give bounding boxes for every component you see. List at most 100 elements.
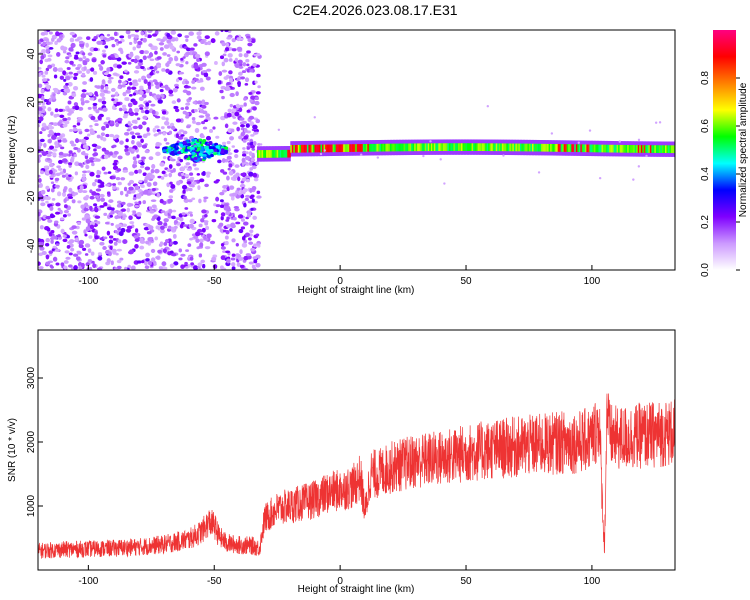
spectrogram-cell: [211, 218, 217, 223]
spectrogram-cell: [151, 109, 156, 115]
spectrogram-cell: [74, 105, 80, 111]
spectrogram-cell: [249, 229, 254, 234]
spectrogram-cell: [39, 116, 44, 122]
spectrogram-cell: [255, 161, 259, 166]
spectrogram-cell: [203, 235, 207, 240]
spectrogram-cell: [236, 126, 240, 132]
spectrogram-cell: [191, 86, 197, 90]
spectrogram-cell: [85, 218, 91, 224]
spectrogram-cell: [247, 200, 253, 204]
spectrogram-cell: [273, 149, 276, 158]
spectrogram-cell: [586, 144, 589, 153]
spectrogram-cell: [305, 144, 308, 153]
spectrogram-cell: [155, 84, 160, 90]
spectrogram-cell: [225, 219, 230, 222]
spectrogram-cell: [194, 53, 201, 58]
spectrogram-cell: [228, 78, 234, 83]
spectrogram-cell: [420, 143, 423, 152]
spectrogram-cell: [663, 145, 666, 154]
spectrogram-cell: [120, 177, 126, 181]
spectrogram-cell: [189, 256, 194, 261]
spectrogram-cell: [227, 167, 231, 171]
spectrogram-cell: [191, 151, 196, 155]
spectrogram-cell: [133, 164, 138, 168]
spectrogram-cell: [113, 159, 119, 163]
spectrogram-cell: [112, 183, 117, 186]
spectrogram-cell: [645, 145, 648, 153]
spectrogram-cell: [544, 143, 547, 152]
spectrogram-cell: [147, 100, 152, 104]
spectrogram-cell: [133, 160, 138, 166]
spectrogram-cell: [180, 253, 186, 257]
spectrogram-cell: [38, 106, 43, 111]
spectrogram-cell: [132, 125, 139, 130]
spectrogram-cell: [99, 35, 105, 41]
snr-series-line: [38, 393, 675, 559]
spectrogram-cell: [639, 145, 642, 153]
spectrogram-cell: [114, 215, 119, 220]
spectrogram-cell: [648, 145, 651, 153]
spectrogram-cell: [174, 147, 179, 151]
spectrogram-cell: [130, 265, 136, 270]
spectrogram-cell: [109, 151, 113, 156]
spectrogram-cell: [250, 144, 256, 149]
spectrogram-cell: [52, 67, 58, 72]
spectrogram-cell: [38, 110, 42, 115]
spectrogram-cell: [500, 143, 503, 152]
spectrogram-cell: [38, 66, 42, 70]
spectrogram-cell: [246, 109, 251, 113]
spectrogram-cell: [67, 100, 72, 105]
spectrogram-cell: [163, 222, 168, 227]
spectrogram-cell: [313, 116, 316, 119]
spectrogram-cell: [89, 157, 95, 161]
spectrogram-cell: [426, 143, 429, 152]
spectrogram-cell: [125, 138, 129, 143]
spectrogram-cell: [221, 189, 227, 193]
spectrogram-cell: [224, 146, 229, 150]
spectrogram-cell: [59, 135, 63, 140]
spectrogram-cell: [212, 148, 217, 152]
spectrogram-cell: [158, 42, 165, 46]
spectrogram-cell: [238, 192, 242, 196]
spectrogram-cell: [227, 108, 233, 113]
spectrogram-cell: [125, 151, 131, 156]
spectrogram-cell: [134, 185, 140, 191]
spectrogram-cell: [240, 193, 245, 199]
spectrogram-cell: [515, 143, 518, 152]
spectrogram-cell: [59, 67, 63, 73]
spectrogram-cell: [173, 105, 179, 109]
spectrogram-cell: [243, 255, 249, 261]
spectrogram-cell: [220, 246, 226, 250]
spectrogram-cell: [195, 74, 200, 78]
spectrogram-cell: [184, 154, 189, 159]
spectrogram-cell: [178, 77, 183, 81]
spectrogram-cell: [117, 211, 123, 217]
spectrogram-cell: [62, 91, 68, 96]
spectrogram-cell: [99, 205, 105, 208]
spectrogram-cell: [48, 124, 53, 127]
spectrogram-cell: [197, 185, 201, 190]
spectrogram-cell: [38, 193, 43, 198]
spectrogram-cell: [625, 145, 628, 153]
spectrogram-cell: [424, 143, 427, 152]
spectrogram-cell: [134, 34, 139, 39]
spectrogram-cell: [126, 207, 131, 213]
spectrogram-cell: [221, 95, 225, 100]
spectrogram-cell: [326, 144, 329, 153]
spectrogram-cell: [117, 181, 122, 186]
spectrogram-cell: [152, 127, 157, 133]
spectrogram-cell: [86, 170, 91, 173]
spectrogram-cell: [204, 214, 208, 218]
spectrogram-cell: [178, 257, 183, 261]
spectrogram-cell: [226, 36, 232, 40]
spectrogram-cell: [199, 242, 204, 248]
spectrogram-cell: [134, 244, 139, 249]
spectrogram-cell: [422, 154, 425, 158]
spectrogram-cell: [121, 61, 127, 65]
spectrogram-cell: [142, 115, 148, 120]
spectrogram-cell: [105, 183, 110, 187]
spectrogram-cell: [642, 145, 645, 153]
spectrogram-cell: [624, 144, 627, 153]
spectrogram-cell: [211, 256, 217, 261]
spectrogram-cell: [96, 221, 101, 225]
